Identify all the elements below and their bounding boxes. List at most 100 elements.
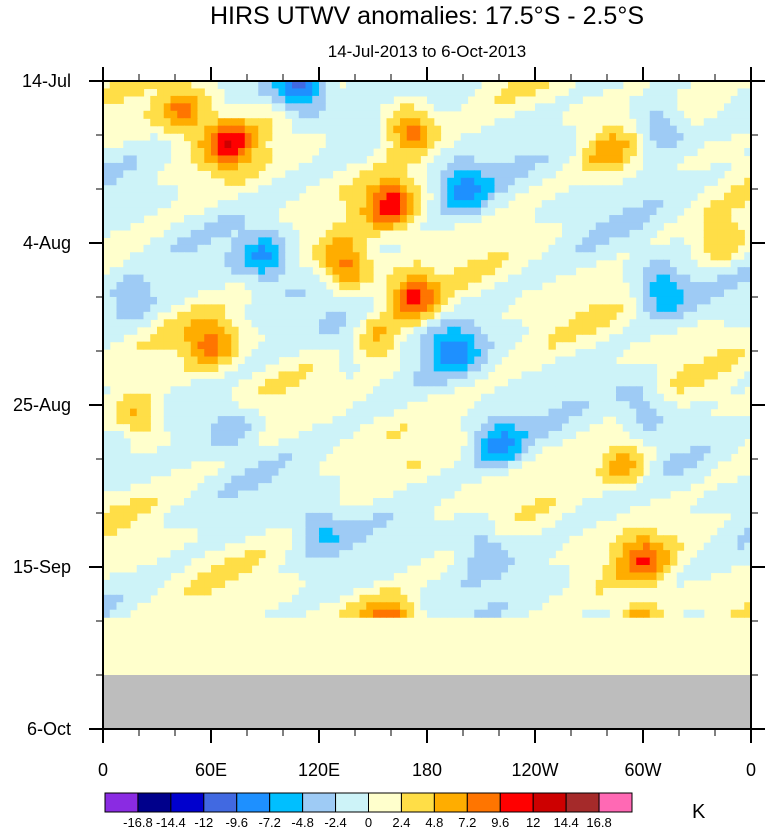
- anomaly-cell: [116, 408, 124, 417]
- anomaly-cell: [244, 192, 253, 201]
- anomaly-cell: [103, 304, 111, 313]
- anomaly-cell: [109, 200, 118, 209]
- anomaly-cell: [231, 148, 239, 157]
- anomaly-cell: [231, 483, 239, 492]
- anomaly-cell: [312, 520, 320, 529]
- anomaly-cell: [420, 587, 428, 596]
- anomaly-cell: [130, 498, 138, 507]
- anomaly-cell: [555, 237, 563, 246]
- anomaly-cell: [177, 88, 185, 97]
- anomaly-cell: [636, 319, 644, 328]
- anomaly-cell: [467, 445, 475, 454]
- anomaly-cell: [427, 140, 435, 149]
- anomaly-cell: [224, 133, 232, 142]
- anomaly-cell: [116, 155, 124, 164]
- anomaly-cell: [541, 252, 550, 261]
- anomaly-cell: [481, 326, 489, 335]
- anomaly-cell: [670, 200, 678, 209]
- anomaly-cell: [649, 282, 658, 291]
- anomaly-cell: [217, 341, 226, 350]
- anomaly-cell: [332, 252, 340, 261]
- anomaly-cell: [366, 207, 374, 216]
- anomaly-cell: [487, 207, 496, 216]
- anomaly-cell: [467, 550, 475, 559]
- anomaly-cell: [717, 118, 725, 127]
- anomaly-cell: [292, 326, 300, 335]
- anomaly-cell: [278, 498, 286, 507]
- anomaly-cell: [730, 505, 739, 514]
- anomaly-cell: [217, 319, 226, 328]
- anomaly-cell: [717, 356, 725, 365]
- anomaly-cell: [413, 140, 421, 149]
- anomaly-cell: [244, 520, 253, 529]
- anomaly-cell: [521, 110, 529, 119]
- anomaly-cell: [103, 430, 111, 440]
- anomaly-cell: [312, 118, 320, 127]
- anomaly-cell: [231, 259, 239, 268]
- anomaly-cell: [440, 363, 448, 373]
- anomaly-cell: [305, 505, 313, 514]
- anomaly-cell: [447, 475, 455, 484]
- anomaly-cell: [379, 401, 388, 410]
- colorbar-level-label: -7.2: [258, 815, 280, 830]
- anomaly-cell: [609, 378, 617, 387]
- anomaly-cell: [656, 222, 664, 231]
- anomaly-cell: [595, 341, 604, 350]
- anomaly-cell: [548, 244, 556, 253]
- anomaly-cell: [501, 572, 509, 581]
- anomaly-cell: [332, 512, 340, 521]
- anomaly-cell: [656, 609, 664, 618]
- anomaly-cell: [298, 170, 307, 179]
- anomaly-cell: [447, 81, 455, 90]
- anomaly-cell: [305, 512, 313, 521]
- anomaly-cell: [582, 498, 590, 507]
- anomaly-cell: [366, 319, 374, 328]
- anomaly-cell: [508, 393, 516, 402]
- anomaly-cell: [406, 349, 415, 358]
- anomaly-cell: [582, 215, 590, 224]
- anomaly-cell: [494, 393, 502, 402]
- anomaly-cell: [514, 408, 523, 417]
- anomaly-cell: [595, 401, 604, 410]
- anomaly-cell: [622, 565, 631, 574]
- anomaly-cell: [562, 371, 570, 380]
- anomaly-cell: [393, 296, 401, 305]
- anomaly-cell: [393, 386, 401, 395]
- anomaly-cell: [622, 148, 631, 157]
- anomaly-cell: [460, 475, 469, 484]
- anomaly-cell: [366, 81, 374, 90]
- anomaly-cell: [251, 170, 259, 179]
- anomaly-cell: [670, 259, 678, 268]
- anomaly-cell: [737, 557, 745, 566]
- colorbar-swatch: [302, 792, 337, 813]
- anomaly-cell: [474, 274, 482, 283]
- anomaly-cell: [352, 133, 361, 142]
- anomaly-cell: [285, 267, 293, 276]
- anomaly-cell: [190, 140, 199, 149]
- anomaly-cell: [400, 110, 408, 119]
- anomaly-cell: [649, 475, 658, 484]
- anomaly-cell: [258, 81, 266, 90]
- anomaly-cell: [737, 550, 745, 559]
- anomaly-cell: [724, 565, 732, 574]
- anomaly-cell: [487, 579, 496, 588]
- anomaly-cell: [656, 192, 664, 201]
- anomaly-cell: [460, 512, 469, 521]
- anomaly-cell: [352, 416, 361, 425]
- anomaly-cell: [663, 125, 671, 134]
- anomaly-cell: [150, 282, 158, 291]
- anomaly-cell: [163, 103, 172, 112]
- anomaly-cell: [501, 445, 509, 454]
- anomaly-cell: [616, 133, 624, 142]
- anomaly-cell: [197, 155, 205, 164]
- anomaly-cell: [231, 512, 239, 521]
- anomaly-cell: [737, 125, 745, 134]
- anomaly-cell: [366, 520, 374, 529]
- anomaly-cell: [116, 572, 124, 581]
- anomaly-cell: [487, 535, 496, 544]
- anomaly-cell: [433, 490, 442, 499]
- anomaly-cell: [184, 550, 192, 559]
- colorbar-level-label: -16.8: [123, 815, 153, 830]
- anomaly-cell: [339, 267, 347, 276]
- anomaly-cell: [244, 155, 253, 164]
